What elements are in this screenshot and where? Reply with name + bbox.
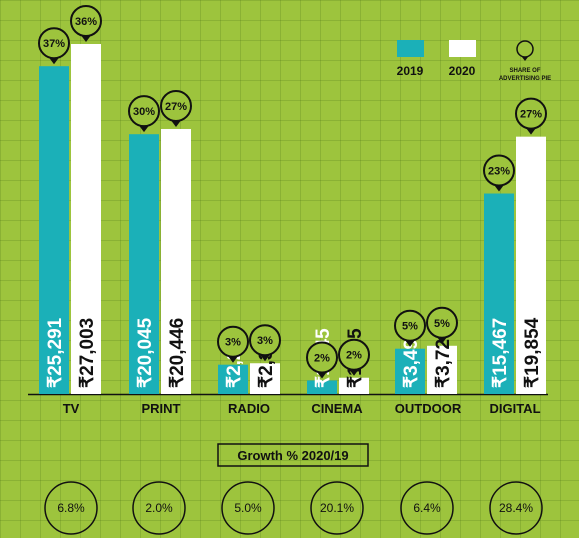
growth-circle-radio xyxy=(221,481,275,535)
bar-2020-radio xyxy=(250,363,280,394)
share-pin-2019-print: 30% xyxy=(133,106,155,118)
growth-circle-outdoor xyxy=(400,481,454,535)
bar-2019-digital xyxy=(484,193,514,394)
bar-2020-digital xyxy=(516,136,546,394)
share-pin-2020-print: 27% xyxy=(165,101,187,113)
growth-value-tv: 6.8% xyxy=(57,501,85,515)
bar-value-label-2019-digital: ₹15,467 xyxy=(490,318,511,388)
bar-2019-outdoor xyxy=(395,348,425,394)
bar-2020-print xyxy=(161,128,191,394)
legend-pin-label-line1: SHARE OF xyxy=(509,68,540,74)
bar-2020-cinema xyxy=(339,377,369,394)
bar-value-label-2020-digital: ₹19,854 xyxy=(522,317,543,388)
category-label-digital: DIGITAL xyxy=(489,401,540,416)
growth-value-print: 2.0% xyxy=(145,501,173,515)
bar-value-label-2019-outdoor: ₹3,495 xyxy=(401,328,422,388)
category-label-tv: TV xyxy=(63,401,80,416)
bar-2020-outdoor xyxy=(427,345,457,394)
share-pin-2019-outdoor-circle xyxy=(394,309,426,342)
share-pin-2020-digital-circle xyxy=(515,97,547,130)
growth-circle-print xyxy=(132,481,186,535)
bar-2019-radio xyxy=(218,364,248,394)
share-pin-2019-outdoor: 5% xyxy=(402,321,418,333)
share-pin-2020-tv-circle xyxy=(70,5,102,37)
bar-value-label-2020-print: ₹20,446 xyxy=(167,318,188,388)
growth-title: Growth % 2020/19 xyxy=(237,448,348,463)
bar-value-label-2020-tv: ₹27,003 xyxy=(77,318,98,388)
growth-circle-cinema xyxy=(310,481,364,535)
bar-2019-cinema xyxy=(307,380,337,394)
category-label-radio: RADIO xyxy=(228,401,270,416)
share-pin-2020-radio: 3% xyxy=(257,335,273,347)
share-pin-2019-radio: 3% xyxy=(225,337,241,349)
share-pin-2019-tv-circle xyxy=(38,27,70,60)
legend-label-2020: 2020 xyxy=(449,64,476,78)
share-pin-2020-print-circle xyxy=(160,89,192,122)
growth-circle-tv xyxy=(44,481,98,535)
growth-value-cinema: 20.1% xyxy=(320,501,354,515)
growth-title-box xyxy=(217,443,369,467)
bar-2019-tv xyxy=(39,66,69,394)
category-label-print: PRINT xyxy=(142,401,181,416)
share-pin-2019-tv: 37% xyxy=(43,38,65,50)
share-pin-2019-cinema-circle xyxy=(306,341,338,374)
share-pin-2019-radio-circle xyxy=(217,325,249,358)
growth-circle-digital xyxy=(489,481,543,535)
category-label-cinema: CINEMA xyxy=(311,401,363,416)
legend-pin-circle xyxy=(516,40,534,58)
share-pin-2020-digital: 27% xyxy=(520,109,542,121)
share-pin-2020-cinema-circle xyxy=(338,338,370,371)
growth-value-digital: 28.4% xyxy=(499,501,533,515)
share-pin-2020-tv: 36% xyxy=(75,16,97,28)
share-pin-2020-radio-circle xyxy=(249,324,281,357)
bar-value-label-2019-tv: ₹25,291 xyxy=(45,317,66,388)
bar-2020-tv xyxy=(71,44,101,394)
bar-value-label-2020-outdoor: ₹3,720 xyxy=(433,328,454,388)
legend-label-2019: 2019 xyxy=(397,64,424,78)
growth-value-radio: 5.0% xyxy=(234,501,262,515)
share-pin-2020-outdoor: 5% xyxy=(434,318,450,330)
bar-value-label-2019-print: ₹20,045 xyxy=(135,317,156,388)
share-pin-2019-print-circle xyxy=(128,95,160,128)
growth-value-outdoor: 6.4% xyxy=(413,501,441,515)
bar-2019-print xyxy=(129,134,159,394)
share-pin-2020-outdoor-circle xyxy=(426,306,458,339)
share-pin-2019-digital: 23% xyxy=(488,166,510,178)
legend-pin-label-line2: ADVERTISING PIE xyxy=(499,76,551,82)
share-pin-2019-digital-circle xyxy=(483,154,515,187)
share-pin-2020-cinema: 2% xyxy=(346,350,362,362)
category-label-outdoor: OUTDOOR xyxy=(395,401,462,416)
legend-swatch-2020 xyxy=(449,40,476,57)
share-pin-2019-cinema: 2% xyxy=(314,352,330,364)
legend-swatch-2019 xyxy=(397,40,424,57)
